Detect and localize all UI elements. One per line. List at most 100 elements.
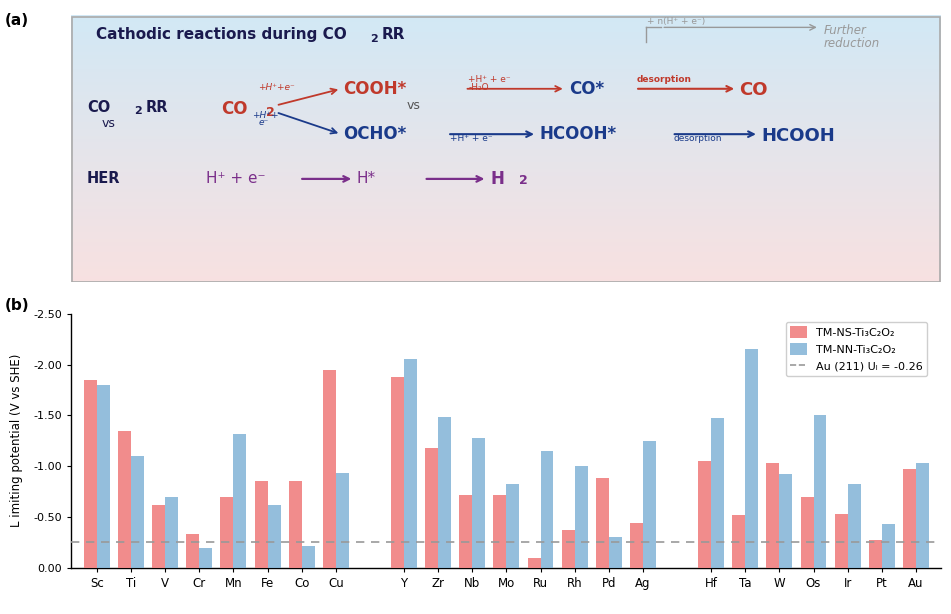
Bar <box>71 128 941 132</box>
Text: HER: HER <box>87 171 121 187</box>
Bar <box>71 91 941 95</box>
Bar <box>336 473 349 568</box>
Text: -H₂O: -H₂O <box>468 83 489 92</box>
Bar <box>71 231 941 236</box>
Bar <box>71 248 941 252</box>
Bar <box>71 31 941 36</box>
Legend: TM-NS-Ti₃C₂O₂, TM-NN-Ti₃C₂O₂, Au (211) Uₗ = -0.26: TM-NS-Ti₃C₂O₂, TM-NN-Ti₃C₂O₂, Au (211) U… <box>786 322 927 376</box>
Bar <box>71 101 941 106</box>
Bar <box>71 225 941 229</box>
Bar <box>71 215 941 219</box>
Text: desorption: desorption <box>637 75 692 84</box>
Bar <box>71 208 941 212</box>
Bar <box>71 85 941 89</box>
Bar <box>71 98 941 102</box>
Text: 2: 2 <box>370 34 378 44</box>
Bar <box>71 35 941 39</box>
Bar <box>71 238 941 243</box>
Bar <box>473 438 485 568</box>
Bar <box>71 228 941 232</box>
Bar <box>711 418 724 568</box>
Bar <box>118 430 131 568</box>
Bar <box>84 380 97 568</box>
Bar <box>255 481 267 568</box>
Bar <box>528 558 540 568</box>
Bar <box>71 252 941 255</box>
Text: desorption: desorption <box>673 134 722 143</box>
Bar <box>609 537 622 568</box>
Bar <box>71 71 941 76</box>
Text: +H⁺ + e⁻: +H⁺ + e⁻ <box>468 75 511 84</box>
Text: CO*: CO* <box>569 80 604 98</box>
Text: + n(H⁺ + e⁻): + n(H⁺ + e⁻) <box>648 17 706 26</box>
Bar <box>71 212 941 216</box>
Bar <box>71 105 941 109</box>
Bar <box>71 222 941 225</box>
Bar <box>869 540 882 568</box>
Bar <box>165 497 178 568</box>
Text: +H⁺ + e⁻: +H⁺ + e⁻ <box>450 134 493 143</box>
Bar <box>71 235 941 239</box>
Bar <box>71 258 941 262</box>
Bar <box>71 168 941 172</box>
Text: +H⁺+: +H⁺+ <box>252 111 279 120</box>
Text: CO: CO <box>221 100 247 118</box>
Bar <box>391 377 404 568</box>
Bar <box>71 118 941 122</box>
Bar <box>71 45 941 49</box>
Text: (b): (b) <box>5 298 29 313</box>
Bar <box>71 138 941 142</box>
Bar <box>71 125 941 129</box>
Bar <box>71 141 941 146</box>
Y-axis label: L imiting potential (V vs SHE): L imiting potential (V vs SHE) <box>10 354 24 527</box>
Text: Further: Further <box>824 24 867 37</box>
Bar <box>71 41 941 45</box>
Bar <box>813 415 826 568</box>
Bar <box>71 188 941 192</box>
Bar <box>71 182 941 185</box>
Text: H: H <box>491 170 505 188</box>
Text: (a): (a) <box>5 12 29 28</box>
Bar <box>71 58 941 62</box>
Bar <box>71 18 941 22</box>
Bar <box>835 514 847 568</box>
Text: CO: CO <box>87 100 110 115</box>
Bar <box>71 268 941 273</box>
Text: 2: 2 <box>134 106 142 116</box>
Bar <box>71 265 941 269</box>
Text: 2: 2 <box>266 106 275 119</box>
Text: CO: CO <box>740 81 768 99</box>
Bar <box>322 370 336 568</box>
Bar <box>71 148 941 152</box>
Bar <box>289 481 301 568</box>
Bar <box>71 245 941 249</box>
Text: reduction: reduction <box>824 37 881 50</box>
Bar <box>71 28 941 32</box>
Bar <box>746 349 758 568</box>
Bar <box>71 192 941 196</box>
Bar <box>71 205 941 209</box>
Bar <box>698 461 711 568</box>
Bar <box>506 483 519 568</box>
Bar <box>71 185 941 189</box>
Bar <box>71 161 941 166</box>
Bar <box>71 95 941 99</box>
Bar <box>562 530 574 568</box>
Bar <box>71 145 941 149</box>
Bar <box>71 195 941 199</box>
Bar <box>71 135 941 139</box>
Bar <box>459 495 473 568</box>
Bar <box>438 418 451 568</box>
Bar <box>200 548 212 568</box>
Bar <box>71 55 941 59</box>
Text: Cathodic reactions during CO: Cathodic reactions during CO <box>96 27 346 42</box>
Bar <box>71 271 941 276</box>
Bar <box>847 483 861 568</box>
Bar <box>71 115 941 119</box>
Text: OCHO*: OCHO* <box>342 125 406 143</box>
Bar <box>71 78 941 82</box>
Bar <box>801 497 813 568</box>
Bar <box>233 433 246 568</box>
Text: COOH*: COOH* <box>342 80 406 98</box>
Bar <box>767 463 780 568</box>
